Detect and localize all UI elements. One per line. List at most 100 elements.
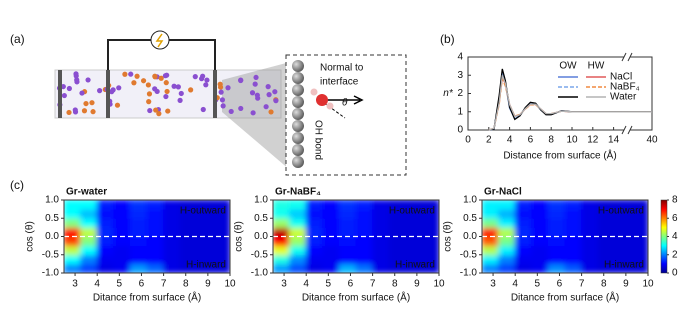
heat-cell — [547, 263, 566, 273]
ion — [83, 100, 89, 107]
x-tick-label: 8 — [392, 279, 398, 290]
heat-cell — [338, 226, 357, 237]
heat-cell — [212, 200, 230, 210]
heat-cell — [531, 263, 549, 273]
heat-cell — [64, 263, 82, 273]
heat-cell — [355, 263, 374, 273]
heat-cell — [80, 236, 98, 247]
heat-cell — [129, 263, 148, 273]
y-tick-label: 0 — [457, 125, 463, 136]
ion — [81, 108, 88, 114]
ion — [153, 107, 159, 113]
heat-cell — [630, 254, 648, 265]
x-tick-label: 6 — [139, 279, 145, 290]
ion — [66, 109, 72, 116]
x-tick-label: 4 — [94, 279, 100, 290]
heat-cell — [388, 245, 407, 256]
heat-cell — [113, 263, 131, 273]
ion — [219, 97, 226, 103]
heat-cell — [146, 217, 165, 228]
heat-cell — [179, 254, 198, 265]
ion — [188, 87, 194, 93]
ion — [252, 81, 258, 87]
heat-cell — [146, 236, 165, 247]
x-tick-label: 6 — [348, 279, 354, 290]
heat-cell — [564, 200, 583, 210]
heat-cell — [482, 254, 500, 265]
x-axis-label: Ditance from surface (Å) — [302, 291, 410, 304]
heat-cell — [482, 217, 500, 228]
heat-cell — [129, 226, 148, 237]
panel-title: Gr-water — [66, 187, 107, 198]
heat-cell — [179, 208, 198, 219]
heatmap-area — [482, 200, 648, 273]
heat-cell — [421, 200, 439, 210]
heat-cell — [163, 200, 181, 210]
x-tick-label: 4 — [303, 279, 309, 290]
annotation: H-inward — [604, 260, 644, 271]
heat-cell — [547, 245, 566, 256]
ion — [73, 73, 79, 79]
annotation: H-inward — [395, 260, 435, 271]
heat-cell — [547, 200, 566, 210]
electrode — [213, 70, 217, 118]
heat-cell — [372, 245, 390, 256]
heat-cell — [564, 208, 583, 219]
heat-cell — [372, 263, 390, 273]
heat-cell — [305, 263, 324, 273]
legend-label: Water — [610, 92, 637, 103]
heat-cell — [305, 254, 324, 265]
heat-cell — [564, 254, 583, 265]
heat-cell — [64, 200, 82, 210]
ion — [72, 109, 79, 115]
ion — [97, 88, 103, 94]
ion — [146, 98, 152, 105]
heat-cell — [322, 208, 340, 219]
zoom-wedge — [222, 62, 290, 170]
heat-cell — [146, 263, 165, 273]
x-tick-label: 10 — [642, 279, 654, 290]
x-tick-label: 5 — [535, 279, 541, 290]
graphene-atom — [292, 60, 304, 72]
heat-cell — [338, 263, 357, 273]
heat-cell — [405, 200, 423, 210]
heat-cell — [614, 245, 632, 256]
ion — [61, 92, 67, 99]
oxygen — [316, 94, 328, 106]
heatmap-cells — [273, 200, 439, 273]
heat-cell — [514, 217, 533, 228]
panel-title: Gr-NaBF₄ — [275, 187, 321, 198]
heat-cell — [305, 217, 324, 228]
heat-cell — [212, 236, 230, 247]
heat-cell — [421, 226, 439, 237]
heat-cell — [355, 217, 374, 228]
heat-cell — [372, 254, 390, 265]
ion — [163, 80, 169, 86]
annotation: OH bond — [312, 120, 323, 160]
y-tick-label: 1.0 — [254, 195, 268, 206]
heat-cell — [273, 208, 291, 219]
heat-cell — [322, 217, 340, 228]
heat-cell — [498, 208, 516, 219]
ion — [204, 77, 210, 83]
graphene-atom — [292, 96, 304, 108]
ion — [177, 97, 183, 103]
heat-cell — [322, 200, 340, 210]
ion — [146, 91, 153, 97]
x-tick-label: 0 — [465, 135, 471, 146]
ion — [228, 108, 234, 115]
colorbar — [660, 199, 668, 274]
heat-cell — [355, 236, 374, 247]
angle-label: θ — [342, 98, 348, 109]
heat-cell — [212, 245, 230, 256]
y-tick-label: 2 — [457, 88, 463, 99]
heat-cell — [289, 245, 307, 256]
annotation: H-inward — [186, 260, 226, 271]
heat-cell — [212, 208, 230, 219]
heat-cell — [388, 200, 407, 210]
heat-cell — [273, 236, 291, 247]
ion — [122, 71, 128, 77]
x-axis-label: Distance from surface (Å) — [503, 149, 616, 162]
heat-cell — [113, 254, 131, 265]
ion — [175, 84, 181, 90]
